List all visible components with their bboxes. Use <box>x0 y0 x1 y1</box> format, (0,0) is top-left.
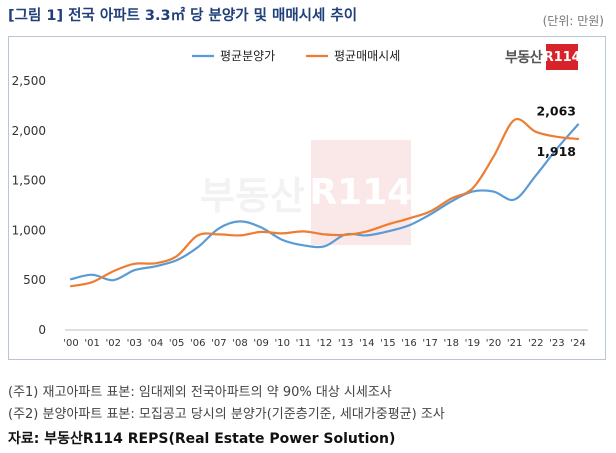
x-tick-label: '15 <box>380 338 395 349</box>
legend-label-1: 평균분양가 <box>220 49 275 63</box>
x-tick-label: '16 <box>401 338 416 349</box>
y-tick-label: 0 <box>38 323 46 337</box>
chart-title: [그림 1] 전국 아파트 3.3㎡ 당 분양가 및 매매시세 추이 <box>8 8 358 24</box>
y-tick-label: 2,000 <box>12 124 46 138</box>
series-line-2 <box>69 117 580 288</box>
x-tick-label: '10 <box>275 338 290 349</box>
x-tick-label: '23 <box>549 338 564 349</box>
data-label: 1,918 <box>536 144 576 159</box>
footnote-1: (주1) 재고아파트 표본: 임대제외 전국아파트의 약 90% 대상 시세조사 <box>8 385 392 400</box>
x-tick-label: '13 <box>338 338 353 349</box>
x-tick-label: '19 <box>465 338 480 349</box>
x-tick-label: '14 <box>359 338 374 349</box>
x-tick-label: '20 <box>486 338 501 349</box>
line-chart: 0 500 1,000 1,500 2,000 2,500 '00 '01 '02 '03 '04 '… <box>12 49 588 349</box>
watermark-text: 부동산 <box>200 174 305 218</box>
x-tick-label: '05 <box>169 338 184 349</box>
x-tick-label: '11 <box>296 338 311 349</box>
x-tick-label: '07 <box>211 338 226 349</box>
footnote-2: (주2) 분양아파트 표본: 모집공고 당시의 분양가(기준층기준, 세대가중평… <box>8 407 445 422</box>
data-label: 2,063 <box>536 104 576 119</box>
legend-label-2: 평균매매시세 <box>334 49 400 63</box>
watermark-mark: R114 <box>309 140 412 245</box>
x-tick-label: '18 <box>444 338 459 349</box>
x-tick-label: '02 <box>106 338 121 349</box>
x-tick-label: '03 <box>127 338 142 349</box>
y-tick-label: 500 <box>23 273 46 287</box>
series-line-1 <box>69 123 580 282</box>
x-tick-label: '17 <box>422 338 437 349</box>
brand-logo: 부동산 R114 <box>505 44 581 70</box>
source-note: 자료: 부동산R114 REPS(Real Estate Power Solut… <box>8 431 396 447</box>
watermark-logo: 부동산 R114 <box>200 140 412 245</box>
x-tick-label: '08 <box>232 338 247 349</box>
x-tick-label: '12 <box>317 338 332 349</box>
x-tick-label: '21 <box>507 338 522 349</box>
y-tick-label: 2,500 <box>12 74 46 88</box>
y-tick-label: 1,000 <box>12 223 46 237</box>
x-tick-label: '04 <box>148 338 163 349</box>
x-tick-label: '09 <box>253 338 268 349</box>
brand-logo-text: 부동산 <box>505 50 543 66</box>
x-tick-label: '24 <box>570 338 585 349</box>
y-tick-label: 1,500 <box>12 174 46 188</box>
x-tick-label: '06 <box>190 338 205 349</box>
x-tick-label: '00 <box>63 338 78 349</box>
x-tick-label: '22 <box>528 338 543 349</box>
unit-label: (단위: 만원) <box>542 14 604 28</box>
x-tick-label: '01 <box>84 338 99 349</box>
brand-logo-mark: R114 <box>544 44 581 70</box>
